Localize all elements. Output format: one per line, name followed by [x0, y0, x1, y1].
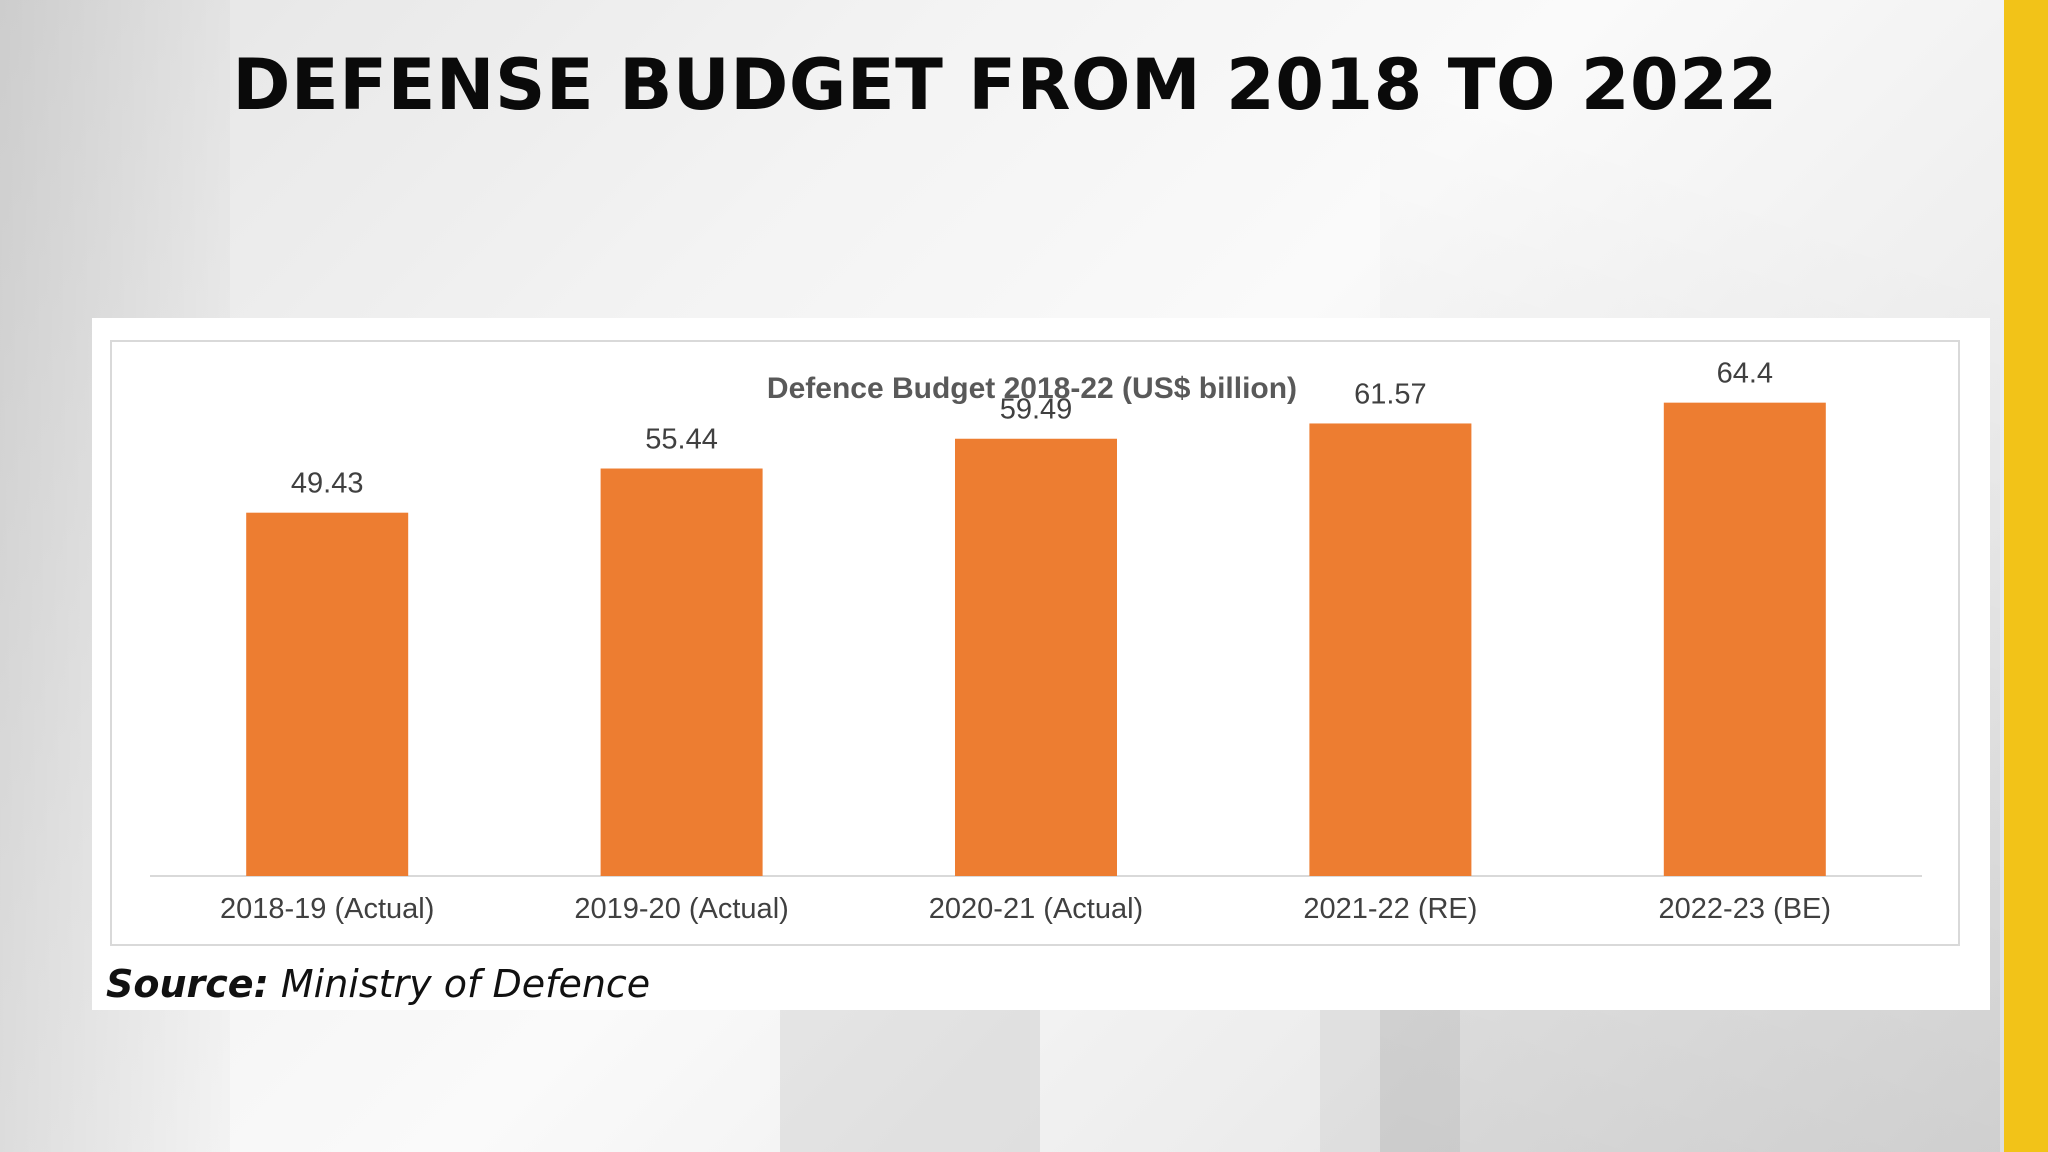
value-label-4: 64.4 [1717, 358, 1773, 390]
category-label-3: 2021-22 (RE) [1303, 893, 1477, 925]
value-label-1: 55.44 [645, 424, 718, 456]
bar-3 [1309, 423, 1472, 876]
background-building-bottom-right [1320, 1000, 1460, 1152]
bar-0 [246, 512, 409, 876]
value-label-3: 61.57 [1354, 378, 1427, 410]
category-labels-group: 2018-19 (Actual) 2019-20 (Actual) 2020-21 … [220, 893, 1831, 925]
bar-chart: Defence Budget 2018-22 (US$ billion) 49.… [150, 358, 1922, 925]
source-text: Ministry of Defence [280, 962, 651, 1006]
category-label-2: 2020-21 (Actual) [929, 893, 1143, 925]
category-label-0: 2018-19 (Actual) [220, 893, 434, 925]
source-line: Source: Ministry of Defence [106, 962, 650, 1006]
bar-4 [1663, 402, 1826, 876]
value-label-0: 49.43 [291, 468, 364, 500]
background-building-bottom [780, 1010, 1040, 1152]
category-label-4: 2022-23 (BE) [1659, 893, 1832, 925]
category-label-1: 2019-20 (Actual) [574, 893, 788, 925]
value-labels-group: 49.43 55.44 59.49 61.57 64.4 [291, 358, 1773, 500]
bar-2 [955, 438, 1117, 876]
bars-group [246, 402, 1826, 876]
source-label: Source: [106, 962, 269, 1006]
value-label-2: 59.49 [1000, 394, 1073, 426]
chart-frame: Defence Budget 2018-22 (US$ billion) 49.… [110, 340, 1960, 946]
accent-side-bar [2004, 0, 2048, 1152]
bar-1 [600, 468, 763, 876]
chart-title: Defence Budget 2018-22 (US$ billion) [767, 372, 1297, 405]
chart-panel: Defence Budget 2018-22 (US$ billion) 49.… [92, 318, 1990, 1010]
page-title: DEFENSE BUDGET FROM 2018 TO 2022 [232, 44, 1778, 126]
